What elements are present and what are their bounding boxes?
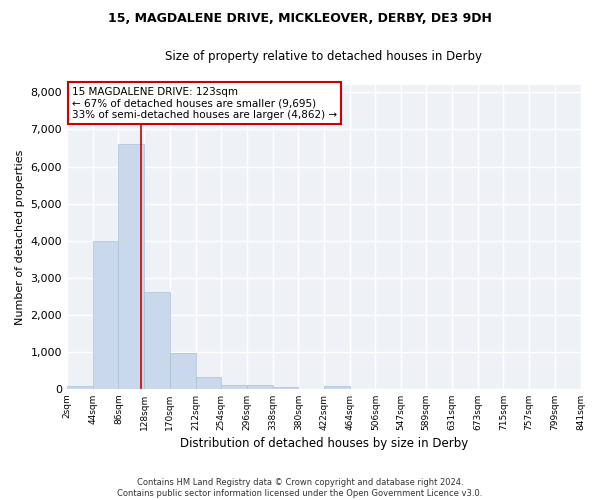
Bar bbox=[118, 144, 144, 389]
X-axis label: Distribution of detached houses by size in Derby: Distribution of detached houses by size … bbox=[179, 437, 468, 450]
Bar bbox=[221, 384, 247, 389]
Bar bbox=[324, 386, 350, 389]
Bar bbox=[67, 386, 93, 389]
Bar bbox=[272, 387, 298, 389]
Text: 15, MAGDALENE DRIVE, MICKLEOVER, DERBY, DE3 9DH: 15, MAGDALENE DRIVE, MICKLEOVER, DERBY, … bbox=[108, 12, 492, 26]
Title: Size of property relative to detached houses in Derby: Size of property relative to detached ho… bbox=[165, 50, 482, 63]
Y-axis label: Number of detached properties: Number of detached properties bbox=[15, 149, 25, 324]
Bar bbox=[247, 386, 272, 389]
Text: Contains HM Land Registry data © Crown copyright and database right 2024.
Contai: Contains HM Land Registry data © Crown c… bbox=[118, 478, 482, 498]
Bar bbox=[93, 242, 118, 389]
Bar bbox=[196, 377, 221, 389]
Bar bbox=[144, 292, 170, 389]
Text: 15 MAGDALENE DRIVE: 123sqm
← 67% of detached houses are smaller (9,695)
33% of s: 15 MAGDALENE DRIVE: 123sqm ← 67% of deta… bbox=[72, 86, 337, 120]
Bar bbox=[170, 354, 196, 389]
